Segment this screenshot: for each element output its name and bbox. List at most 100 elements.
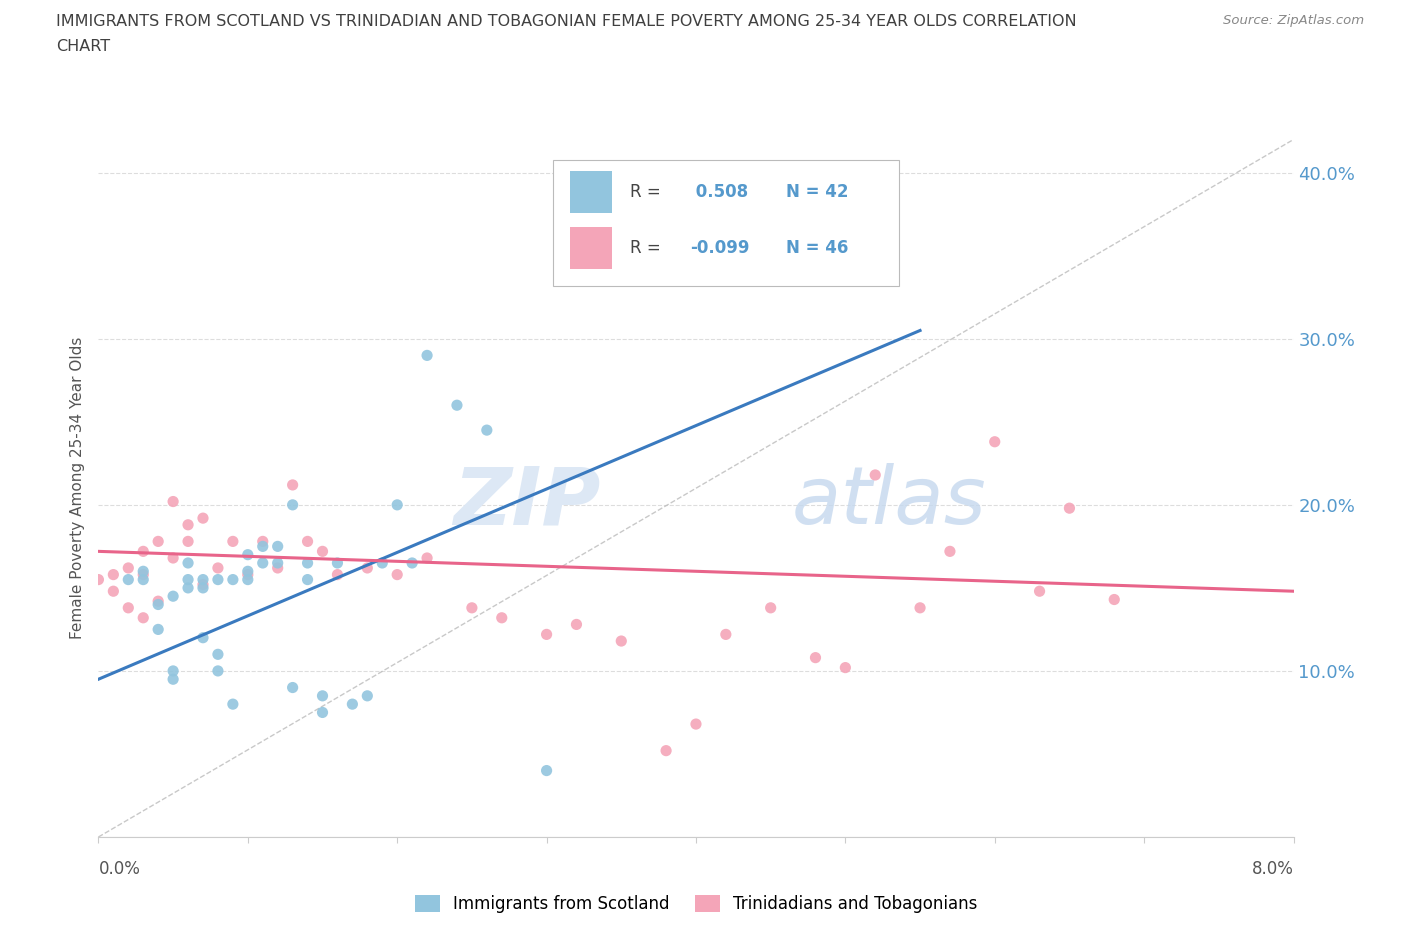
Point (117, 601, 139, 616)
Text: 8.0%: 8.0% (1251, 860, 1294, 878)
Point (191, 631, 214, 645)
Point (148, 593, 170, 608)
Point (326, 567, 349, 582)
Point (132, 564, 155, 578)
Point (177, 517, 200, 532)
FancyBboxPatch shape (553, 161, 900, 286)
Y-axis label: Female Poverty Among 25-34 Year Olds: Female Poverty Among 25-34 Year Olds (70, 337, 86, 640)
Point (1102, 592, 1125, 607)
Bar (571, 227, 613, 269)
Point (983, 434, 1005, 449)
Text: N = 42: N = 42 (786, 183, 848, 201)
Point (177, 572, 200, 587)
Text: atlas: atlas (792, 463, 987, 541)
Point (536, 627, 558, 642)
Point (191, 580, 214, 595)
Point (356, 561, 378, 576)
Legend: Immigrants from Scotland, Trinidadians and Tobagonians: Immigrants from Scotland, Trinidadians a… (408, 888, 984, 920)
Point (207, 647, 229, 662)
Point (132, 544, 155, 559)
Point (162, 494, 184, 509)
Point (177, 555, 200, 570)
Point (222, 572, 245, 587)
Point (385, 567, 409, 582)
Point (491, 610, 513, 625)
Point (267, 539, 290, 554)
Point (416, 348, 439, 363)
Point (191, 572, 214, 587)
Text: R =: R = (630, 183, 666, 201)
Text: Source: ZipAtlas.com: Source: ZipAtlas.com (1223, 14, 1364, 27)
Point (385, 498, 409, 512)
Point (132, 567, 155, 582)
Point (281, 498, 304, 512)
Point (191, 578, 214, 592)
Point (939, 544, 962, 559)
Point (416, 551, 439, 565)
Point (162, 551, 184, 565)
Point (236, 572, 259, 587)
Point (281, 477, 304, 492)
Point (236, 567, 259, 582)
Point (162, 589, 184, 604)
Point (342, 697, 364, 711)
Point (162, 671, 184, 686)
Point (236, 547, 259, 562)
Point (714, 627, 737, 642)
Point (461, 601, 484, 616)
Point (207, 663, 229, 678)
Point (1059, 500, 1081, 515)
Point (252, 539, 274, 554)
Point (191, 511, 214, 525)
Point (475, 422, 498, 438)
Point (207, 561, 229, 576)
Point (267, 561, 290, 576)
Text: ZIP: ZIP (453, 463, 600, 541)
Point (236, 564, 259, 578)
Point (103, 584, 125, 599)
Point (326, 555, 349, 570)
Point (281, 680, 304, 695)
Point (655, 743, 678, 758)
Point (117, 561, 139, 576)
Point (371, 555, 394, 570)
Point (685, 717, 707, 732)
Point (177, 534, 200, 549)
Point (834, 660, 856, 675)
Point (103, 567, 125, 582)
Point (207, 572, 229, 587)
Point (222, 534, 245, 549)
Point (117, 572, 139, 587)
Point (863, 468, 886, 483)
Point (759, 601, 782, 616)
Point (162, 663, 184, 678)
Point (148, 597, 170, 612)
Point (132, 610, 155, 625)
Point (132, 572, 155, 587)
Text: -0.099: -0.099 (690, 239, 749, 257)
Point (148, 534, 170, 549)
Text: IMMIGRANTS FROM SCOTLAND VS TRINIDADIAN AND TOBAGONIAN FEMALE POVERTY AMONG 25-3: IMMIGRANTS FROM SCOTLAND VS TRINIDADIAN … (56, 14, 1077, 29)
Text: 0.0%: 0.0% (98, 860, 141, 878)
Point (297, 555, 319, 570)
Text: R =: R = (630, 239, 666, 257)
Point (446, 398, 468, 413)
Point (908, 601, 931, 616)
Text: CHART: CHART (56, 39, 110, 54)
Point (401, 555, 423, 570)
Point (356, 688, 378, 703)
Point (311, 688, 333, 703)
Point (297, 572, 319, 587)
Point (804, 650, 827, 665)
Text: N = 46: N = 46 (786, 239, 848, 257)
Point (311, 705, 333, 720)
Point (297, 534, 319, 549)
Point (267, 555, 290, 570)
Point (565, 617, 588, 631)
Point (252, 555, 274, 570)
Text: 0.508: 0.508 (690, 183, 748, 201)
Point (536, 764, 558, 778)
Point (177, 580, 200, 595)
Point (148, 622, 170, 637)
Point (222, 697, 245, 711)
